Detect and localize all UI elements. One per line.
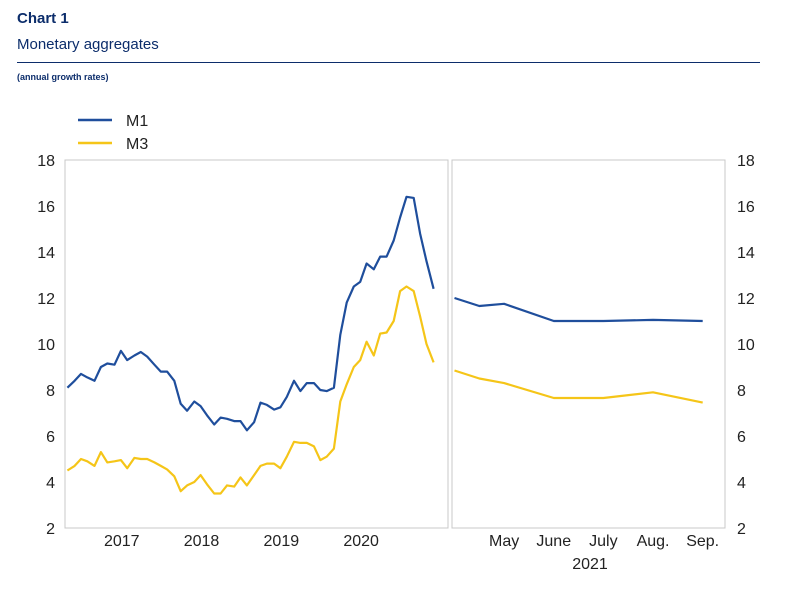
x-tick-label-month: July — [589, 533, 617, 550]
x-tick-label-month: Aug. — [637, 533, 670, 550]
x-tick-label-year: 2019 — [264, 533, 300, 550]
right-y-tick-label: 6 — [737, 429, 746, 446]
chart-number: Chart 1 — [17, 10, 69, 27]
right-y-tick-label: 10 — [737, 337, 755, 354]
right-y-tick-label: 2 — [737, 521, 746, 538]
right-series-m1-line — [454, 296, 703, 323]
title-divider — [17, 62, 760, 63]
x-axis-year-label: 2021 — [572, 556, 608, 573]
left-series-m1-line — [66, 195, 435, 432]
x-tick-label-year: 2020 — [343, 533, 379, 550]
chart-title: Monetary aggregates — [17, 36, 159, 53]
left-y-tick-label: 18 — [37, 153, 55, 170]
right-y-tick-label: 16 — [737, 199, 755, 216]
left-y-tick-label: 2 — [46, 521, 55, 538]
left-y-tick-label: 10 — [37, 337, 55, 354]
x-tick-label-month: June — [536, 533, 571, 550]
right-panel-frame — [451, 159, 726, 529]
right-y-tick-label: 14 — [737, 245, 755, 262]
left-y-tick-label: 14 — [37, 245, 55, 262]
right-series-m3-line — [454, 369, 703, 404]
right-y-tick-label: 4 — [737, 475, 746, 492]
left-y-tick-label: 4 — [46, 475, 55, 492]
right-y-tick-label: 18 — [737, 153, 755, 170]
left-y-tick-label: 16 — [37, 199, 55, 216]
left-y-tick-label: 8 — [46, 383, 55, 400]
x-tick-label-month: Sep. — [686, 533, 719, 550]
legend: M1 M3 — [78, 113, 148, 153]
right-y-tick-label: 12 — [737, 291, 755, 308]
legend-label-m3: M3 — [126, 136, 148, 153]
x-tick-label-month: May — [489, 533, 519, 550]
left-y-tick-label: 6 — [46, 429, 55, 446]
x-tick-label-year: 2017 — [104, 533, 140, 550]
left-y-tick-label: 12 — [37, 291, 55, 308]
left-series-m3-line — [66, 285, 435, 495]
chart-subtitle: (annual growth rates) — [17, 72, 109, 82]
right-y-tick-label: 8 — [737, 383, 746, 400]
left-panel-frame — [64, 159, 449, 529]
x-tick-label-year: 2018 — [184, 533, 220, 550]
legend-label-m1: M1 — [126, 113, 148, 130]
